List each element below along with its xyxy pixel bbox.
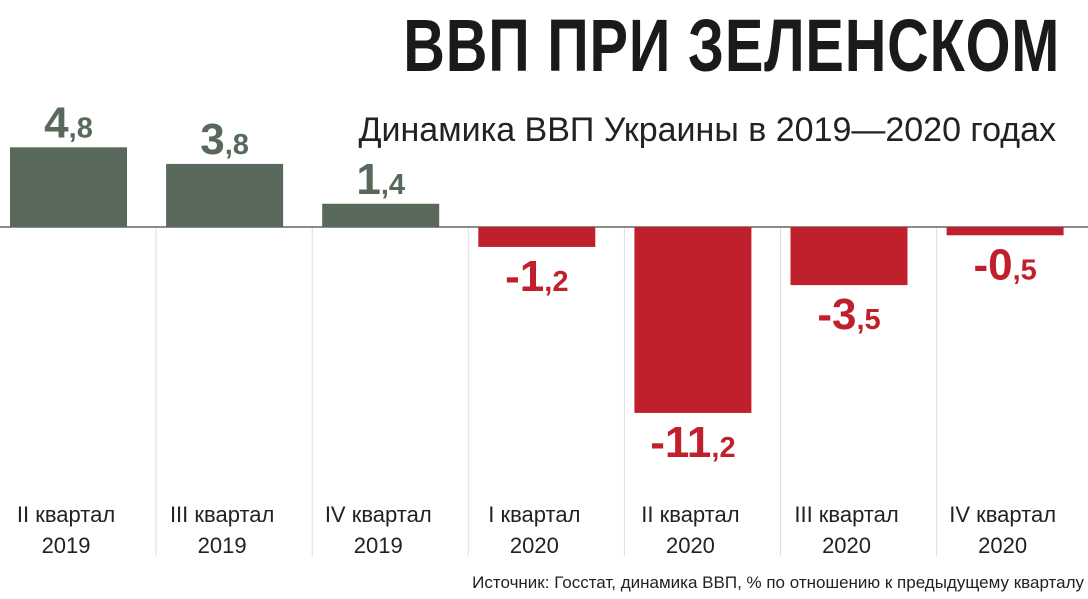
category-tick-label: 2019 [198, 533, 247, 558]
bar [946, 227, 1064, 236]
bar-value-label: -1,2 [505, 252, 568, 301]
category-tick-label: 2019 [354, 533, 403, 558]
category-tick-label: IV квартал [949, 502, 1056, 527]
bar [790, 227, 908, 286]
bar [478, 227, 596, 247]
category-tick-label: IV квартал [325, 502, 432, 527]
category-tick-label: III квартал [794, 502, 898, 527]
bar-value-label: 4,8 [44, 98, 93, 147]
bar [322, 203, 440, 227]
bar-value-label: -3,5 [817, 290, 880, 339]
category-tick-label: 2020 [666, 533, 715, 558]
bar [166, 163, 284, 227]
chart-subtitle: Динамика ВВП Украины в 2019—2020 годах [358, 111, 1057, 149]
main-title: ВВП ПРИ ЗЕЛЕНСКОМ [403, 4, 1060, 87]
category-tick-label: 2020 [978, 533, 1027, 558]
bar-value-label: -0,5 [973, 240, 1036, 289]
category-tick-label: 2020 [510, 533, 559, 558]
bar-value-label: -11,2 [650, 418, 735, 467]
category-tick-label: 2019 [42, 533, 91, 558]
bar [634, 227, 752, 413]
bar [10, 147, 127, 227]
category-tick-label: III квартал [170, 502, 274, 527]
source-note: Источник: Госстат, динамика ВВП, % по от… [472, 573, 1084, 592]
category-tick-label: 2020 [822, 533, 871, 558]
bar-value-label: 1,4 [356, 155, 405, 204]
category-tick-label: II квартал [17, 502, 115, 527]
category-tick-label: I квартал [488, 502, 580, 527]
category-tick-label: II квартал [641, 502, 739, 527]
bar-value-label: 3,8 [200, 115, 249, 164]
